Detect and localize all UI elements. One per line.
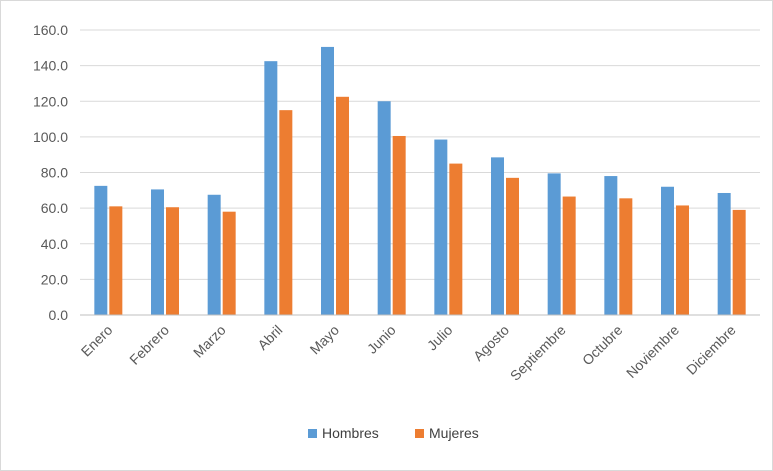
bars (94, 46, 746, 315)
x-tick-label: Abril (254, 322, 285, 353)
bar-hombres-julio (434, 139, 448, 315)
bar-hombres-noviembre (661, 186, 674, 315)
y-tick-label: 100.0 (33, 129, 68, 145)
x-tick-label: Diciembre (683, 322, 739, 378)
bar-hombres-abril (264, 61, 278, 315)
legend-swatch-hombres (308, 429, 317, 438)
bar-mujeres-octubre (619, 198, 633, 315)
y-tick-label: 60.0 (41, 200, 68, 216)
bar-mujeres-septiembre (562, 196, 576, 315)
x-tick-label: Enero (78, 322, 116, 360)
x-tick-label: Mayo (307, 322, 343, 358)
bar-hombres-febrero (151, 189, 164, 315)
legend-swatch-mujeres (415, 429, 424, 438)
x-tick-label: Junio (364, 322, 399, 357)
y-tick-label: 0.0 (49, 307, 69, 323)
bar-hombres-marzo (207, 194, 221, 315)
y-tick-label: 160.0 (33, 22, 68, 38)
y-tick-label: 140.0 (33, 58, 68, 74)
bar-mujeres-enero (109, 206, 123, 315)
gridlines (80, 29, 760, 280)
bar-hombres-agosto (491, 157, 504, 315)
bar-hombres-enero (94, 185, 108, 315)
x-tick-label: Agosto (470, 322, 512, 364)
bar-mujeres-agosto (506, 177, 519, 315)
legend-label-hombres: Hombres (322, 425, 379, 441)
bar-mujeres-noviembre (676, 205, 689, 315)
x-axis-ticks: Enero Febrero Marzo Abril Mayo Junio Julio Agos… (78, 322, 739, 384)
x-tick-label: Septiembre (507, 322, 569, 384)
y-tick-label: 120.0 (33, 93, 68, 109)
bar-mujeres-febrero (166, 207, 179, 315)
bar-hombres-junio (377, 101, 391, 315)
x-tick-label: Octubre (579, 322, 626, 369)
bar-hombres-septiembre (547, 173, 561, 315)
x-tick-label: Febrero (126, 322, 172, 368)
bar-mujeres-abril (279, 110, 293, 315)
x-tick-label: Noviembre (623, 322, 682, 381)
y-tick-label: 20.0 (41, 271, 68, 287)
x-tick-label: Marzo (190, 322, 229, 361)
y-tick-label: 80.0 (41, 165, 68, 181)
bar-mujeres-junio (392, 135, 406, 315)
bar-hombres-mayo (321, 46, 334, 315)
bar-hombres-diciembre (717, 192, 731, 315)
legend: Hombres Mujeres (308, 425, 479, 441)
bar-mujeres-julio (449, 163, 463, 315)
y-tick-label: 40.0 (41, 236, 68, 252)
bar-mujeres-mayo (336, 96, 349, 315)
y-axis-ticks: 0.0 20.0 40.0 60.0 80.0 100.0 120.0 140.0 160.0 (33, 22, 68, 323)
bar-mujeres-marzo (222, 211, 236, 315)
bar-mujeres-diciembre (732, 209, 746, 315)
x-tick-label: Julio (424, 322, 456, 354)
legend-label-mujeres: Mujeres (429, 425, 479, 441)
bar-hombres-octubre (604, 176, 618, 315)
